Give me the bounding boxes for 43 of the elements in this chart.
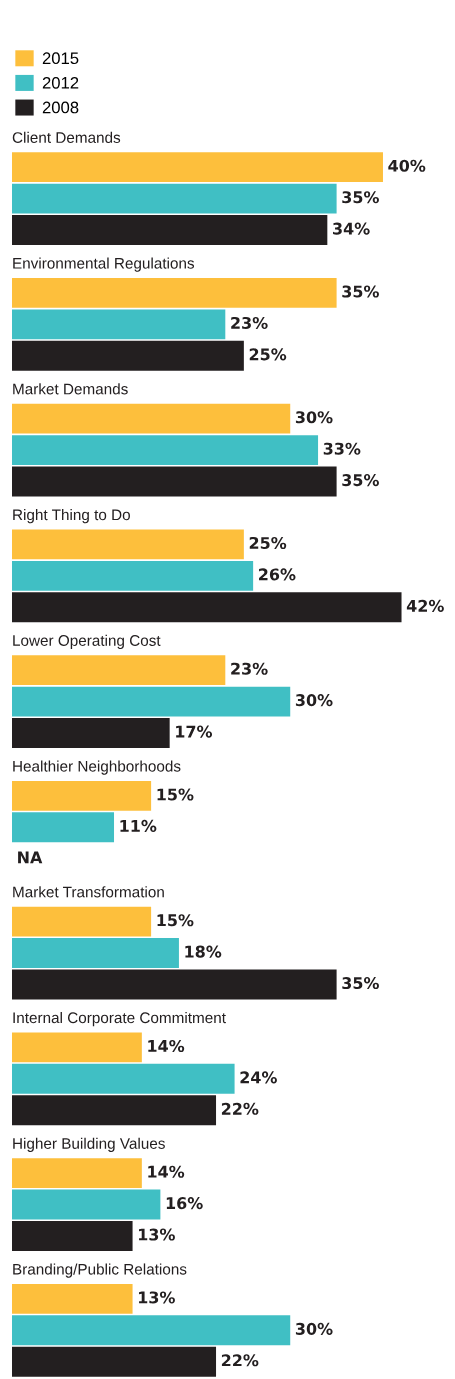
y-tick-label: Healthier Neighborhoods [13, 760, 181, 775]
y-tick-label: Branding/Public Relations [13, 1263, 187, 1278]
data-label: 33% [323, 442, 361, 455]
data-label: 35% [342, 285, 379, 298]
data-label: 14% [148, 1039, 185, 1052]
data-label: 25% [249, 348, 287, 361]
data-label: 35% [342, 191, 379, 204]
data-label: 35% [342, 474, 379, 487]
data-label: 34% [333, 222, 370, 235]
data-label: 14% [148, 1165, 185, 1178]
data-label: 18% [185, 945, 222, 958]
y-tick-label: Environmental Regulations [13, 257, 195, 272]
data-label: 26% [259, 568, 296, 581]
data-label: 42% [406, 599, 444, 612]
data-label: 40% [388, 159, 426, 172]
y-tick-label: Right Thing to Do [13, 508, 130, 524]
data-label: 22% [221, 1102, 259, 1115]
data-label: 35% [342, 977, 379, 990]
data-label: 15% [157, 788, 194, 801]
data-label: 24% [240, 1071, 277, 1084]
legend-label: 2015 [42, 52, 79, 65]
y-tick-label: Client Demands [12, 131, 121, 143]
legend-label: 2008 [42, 101, 79, 114]
data-label: 30% [295, 694, 333, 707]
data-label: 16% [166, 1197, 203, 1210]
y-tick-label: Higher Building Values [13, 1137, 165, 1152]
data-label: 15% [157, 914, 194, 927]
y-tick-label: Market Transformation [13, 886, 164, 898]
legend-label: 2012 [42, 76, 79, 89]
data-label: 30% [295, 411, 333, 424]
data-label: 17% [176, 725, 213, 738]
data-label: 23% [231, 662, 268, 675]
data-label: 22% [221, 1354, 259, 1367]
data-label: 13% [139, 1228, 175, 1241]
data-label: 30% [295, 1322, 333, 1335]
y-tick-label: Lower Operating Cost [13, 634, 161, 649]
text: NA [18, 851, 43, 864]
data-label: 13% [139, 1291, 175, 1304]
data-label: 23% [231, 316, 268, 329]
data-label: 25% [249, 536, 287, 550]
y-tick-label: Internal Corporate Commitment [13, 1011, 226, 1027]
y-tick-label: Market Demands [13, 383, 128, 395]
data-label: 11% [120, 819, 157, 832]
